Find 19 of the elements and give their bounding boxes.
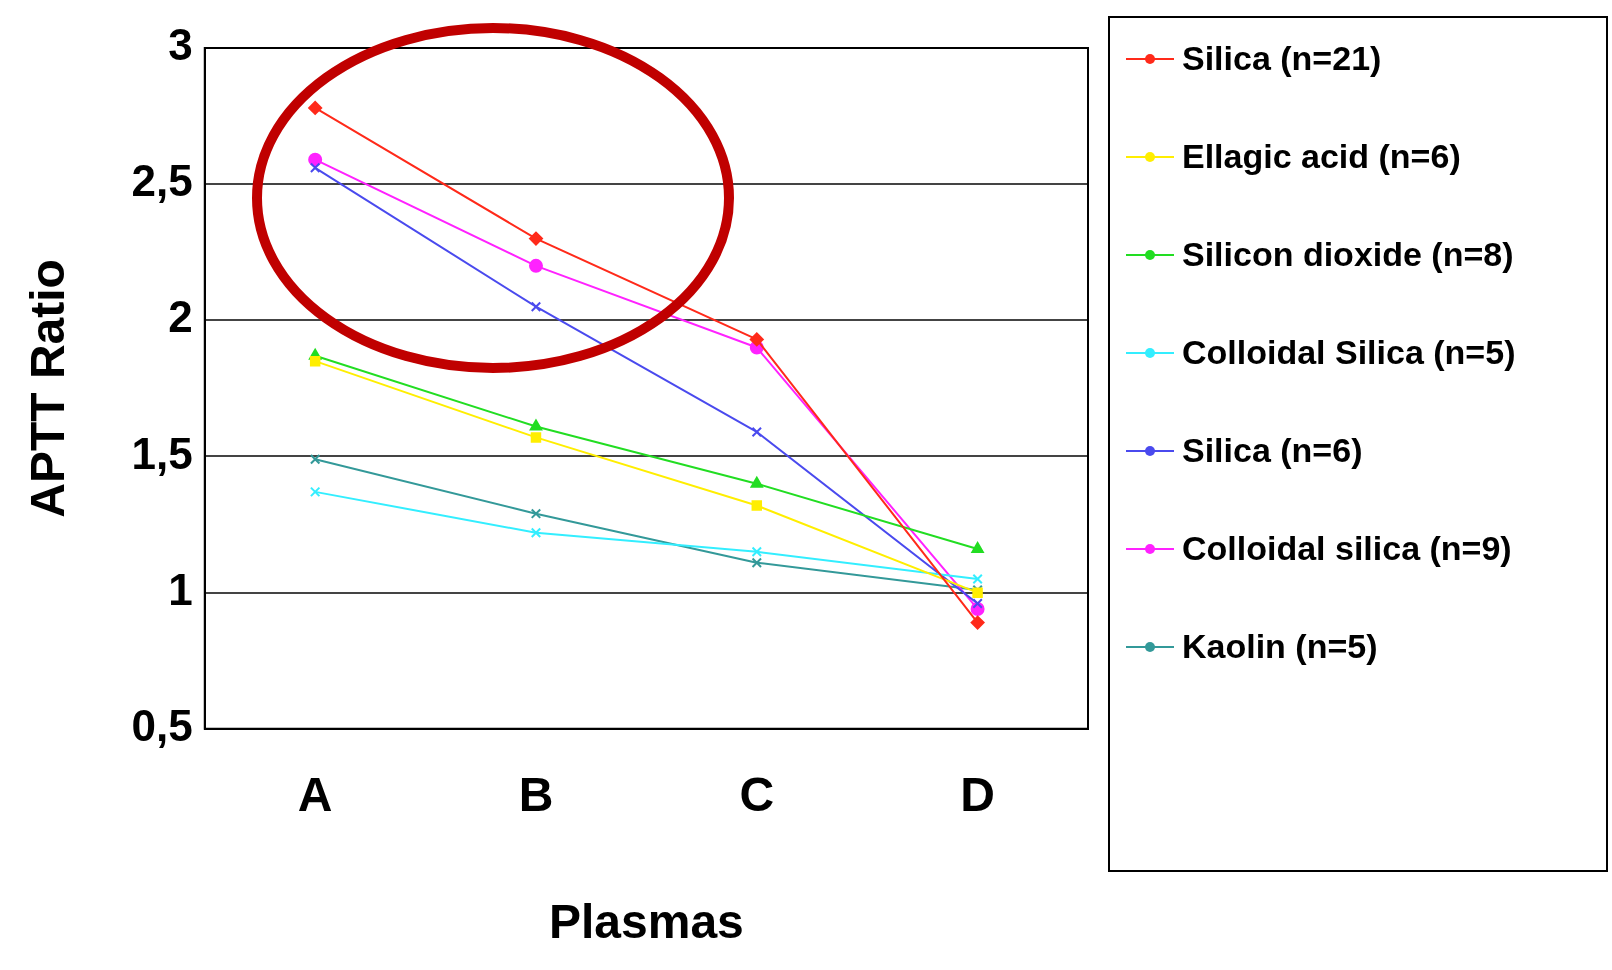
y-tick-label: 0,5 xyxy=(131,700,193,750)
y-axis-title: APTT Ratio xyxy=(21,259,75,518)
legend-label: Silica (n=6) xyxy=(1182,430,1363,470)
y-tick-label: 2,5 xyxy=(131,156,193,206)
y-tick-label: 1,5 xyxy=(131,428,193,478)
legend-label: Silica (n=21) xyxy=(1182,38,1382,78)
x-tick-label: C xyxy=(739,767,775,821)
legend-label: Kaolin (n=5) xyxy=(1182,626,1378,666)
y-tick-label: 3 xyxy=(168,20,193,70)
x-axis-title: Plasmas xyxy=(548,895,744,949)
x-tick-label: B xyxy=(518,767,554,821)
legend-label: Colloidal Silica (n=5) xyxy=(1182,332,1516,372)
x-tick-label: A xyxy=(297,767,333,821)
legend-label: Silicon dioxide (n=8) xyxy=(1182,234,1514,274)
x-tick-label: D xyxy=(960,767,995,821)
legend-label: Ellagic acid (n=6) xyxy=(1182,136,1461,176)
y-tick-label: 1 xyxy=(168,564,193,614)
y-tick-label: 2 xyxy=(168,292,193,342)
legend-label: Colloidal silica (n=9) xyxy=(1182,528,1512,568)
